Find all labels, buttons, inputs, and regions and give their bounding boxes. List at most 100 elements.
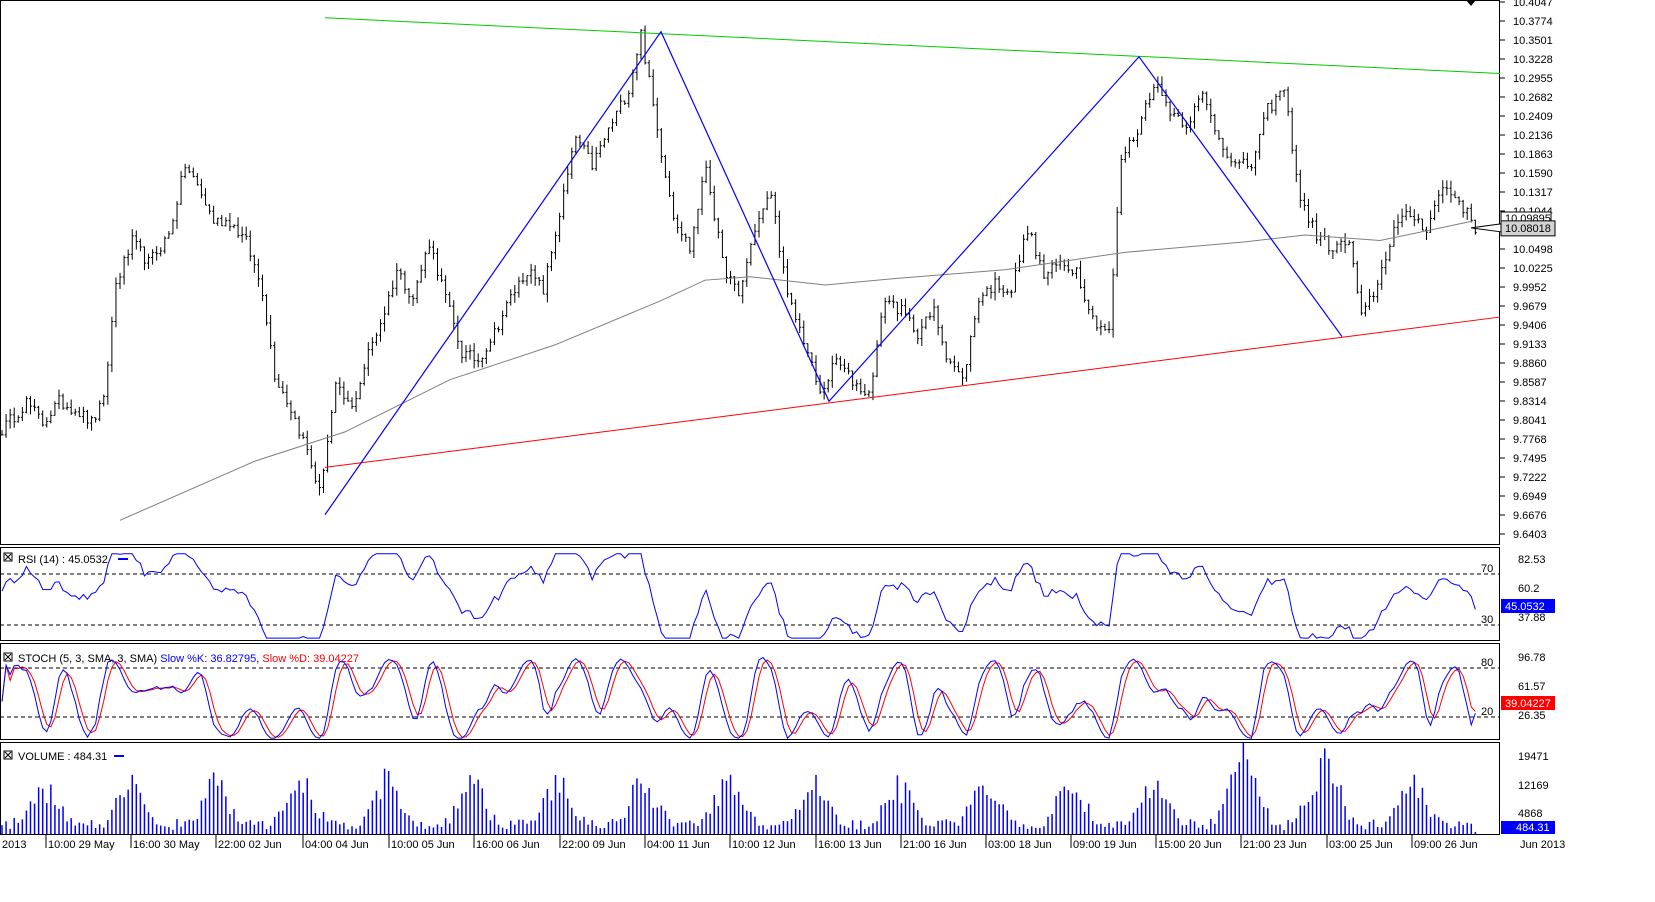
ohlc-bar [1140, 115, 1144, 135]
volume-header: VOLUME : 484.31 [3, 750, 124, 763]
ohlc-bar [464, 345, 468, 362]
ohlc-bar [1127, 137, 1131, 158]
ohlc-bar [1013, 262, 1017, 293]
ohlc-bar [163, 236, 167, 254]
ohlc-bar [256, 258, 260, 287]
ohlc-bar [1311, 217, 1315, 228]
ohlc-bar [749, 242, 753, 266]
ohlc-bar [1425, 226, 1428, 241]
rsi-axis-tick: 60.2 [1518, 583, 1539, 595]
ohlc-bar [435, 248, 439, 281]
ohlc-bar [928, 311, 932, 320]
ohlc-bar [155, 246, 159, 261]
ohlc-bar [798, 313, 802, 334]
ohlc-bar [615, 110, 619, 126]
ohlc-bar [90, 415, 94, 431]
time-axis-label: 16:00 30 May [133, 839, 200, 851]
ohlc-bar [1306, 198, 1310, 229]
ohlc-bar [45, 417, 49, 428]
rsi-header: RSI (14) : 45.0532 [3, 552, 128, 566]
ohlc-bar [159, 247, 163, 257]
time-axis-label: 16:00 13 Jun [818, 839, 882, 851]
price-axis-tick-label: 10.2682 [1513, 92, 1553, 104]
ohlc-bar [285, 384, 289, 408]
ohlc-bar [1392, 220, 1396, 247]
ohlc-bar [672, 191, 676, 221]
ohlc-bar [830, 355, 834, 388]
ohlc-bar [1026, 225, 1030, 241]
time-axis-label: Jun 2013 [1520, 839, 1565, 851]
ohlc-bar [676, 214, 680, 234]
ohlc-bar [20, 407, 24, 422]
ohlc-bar [138, 238, 142, 252]
ohlc-bar [623, 100, 627, 106]
rsi-marker-30: 30 [1481, 614, 1493, 626]
ohlc-bar [1323, 227, 1327, 240]
ohlc-bar [720, 229, 724, 258]
ohlc-bar [1009, 289, 1013, 298]
ohlc-bar [525, 275, 529, 286]
ohlc-bar [1213, 113, 1217, 135]
ohlc-bar [916, 328, 920, 345]
ohlc-bar [899, 298, 903, 317]
resistance-trendline [324, 17, 1501, 74]
ohlc-bar [460, 340, 464, 364]
ohlc-bar [562, 183, 566, 220]
time-axis-label: 03:00 25 Jun [1329, 839, 1393, 851]
ohlc-bar [1359, 284, 1363, 316]
ohlc-bar [28, 396, 32, 415]
stoch-marker-80: 80 [1481, 657, 1493, 669]
ohlc-bar [545, 263, 549, 303]
ohlc-bar [476, 353, 480, 368]
ohlc-bar [1282, 89, 1286, 98]
ohlc-bar [1160, 76, 1164, 97]
ohlc-bar [419, 264, 423, 283]
ohlc-bar [142, 246, 146, 271]
ohlc-bar [602, 138, 606, 148]
ohlc-bar [1449, 180, 1453, 203]
ohlc-bar [1054, 258, 1058, 272]
ohlc-bar [484, 348, 488, 364]
ohlc-bar [932, 298, 936, 322]
ohlc-bar [273, 341, 277, 382]
ohlc-bar [208, 204, 212, 215]
rsi-marker-70: 70 [1481, 563, 1493, 575]
stoch-title: STOCH (5, 3, SMA, 3, SMA) [18, 653, 157, 665]
ohlc-bar [1368, 288, 1372, 310]
ohlc-bar [708, 160, 712, 196]
time-axis-label: 04:00 11 Jun [647, 839, 710, 851]
ohlc-bar [1298, 169, 1302, 208]
ohlc-bar [195, 173, 199, 186]
ohlc-bar [167, 230, 171, 239]
ohlc-bar [1445, 180, 1449, 196]
scroll-marker-icon[interactable] [1466, 0, 1476, 6]
ohlc-bar [1197, 95, 1201, 112]
ohlc-bar [639, 29, 643, 60]
ohlc-bar [513, 284, 517, 303]
ohlc-bar [383, 306, 387, 332]
time-axis-label: 22:00 09 Jun [562, 839, 626, 851]
ohlc-bar [533, 265, 537, 286]
ohlc-bar [859, 378, 863, 395]
ohlc-bar [1095, 315, 1099, 331]
rsi-panel-frame [0, 547, 1500, 641]
ohlc-bar [1266, 102, 1270, 121]
ohlc-bar [989, 285, 993, 299]
price-axis: 10.4047 10.3774 10.3501 10.3228 10.2955 10.26… [1500, 0, 1553, 541]
ohlc-bar [655, 97, 659, 139]
ohlc-bar [891, 295, 895, 309]
svg-text:STOCH (5, 3, SMA, 3, SMA): STOCH (5, 3, SMA, 3, SMA) Slow %K: 36.82… [18, 653, 359, 665]
ohlc-bar [1420, 218, 1424, 231]
ohlc-bar [1302, 192, 1306, 211]
ohlc-bar [549, 250, 553, 272]
price-axis-tick-label: 10.3228 [1513, 54, 1553, 66]
ohlc-bar [1030, 232, 1034, 237]
ohlc-bar [794, 299, 798, 323]
ohlc-bar [847, 362, 851, 375]
ohlc-bar [590, 145, 594, 171]
time-axis-label: 03:00 18 Jun [988, 839, 1052, 851]
ohlc-bar [578, 134, 582, 148]
ohlc-bar [236, 217, 240, 239]
ohlc-bar [956, 361, 960, 373]
